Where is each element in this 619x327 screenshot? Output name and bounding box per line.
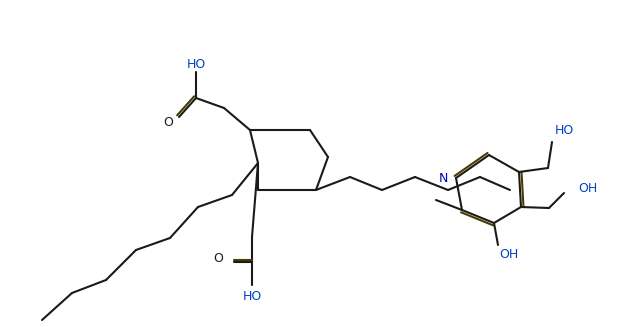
Text: N: N bbox=[439, 171, 448, 184]
Text: OH: OH bbox=[578, 181, 597, 195]
Text: O: O bbox=[163, 115, 173, 129]
Text: HO: HO bbox=[555, 124, 574, 136]
Text: OH: OH bbox=[500, 249, 519, 262]
Text: HO: HO bbox=[243, 289, 262, 302]
Text: HO: HO bbox=[186, 59, 206, 72]
Text: O: O bbox=[213, 252, 223, 266]
